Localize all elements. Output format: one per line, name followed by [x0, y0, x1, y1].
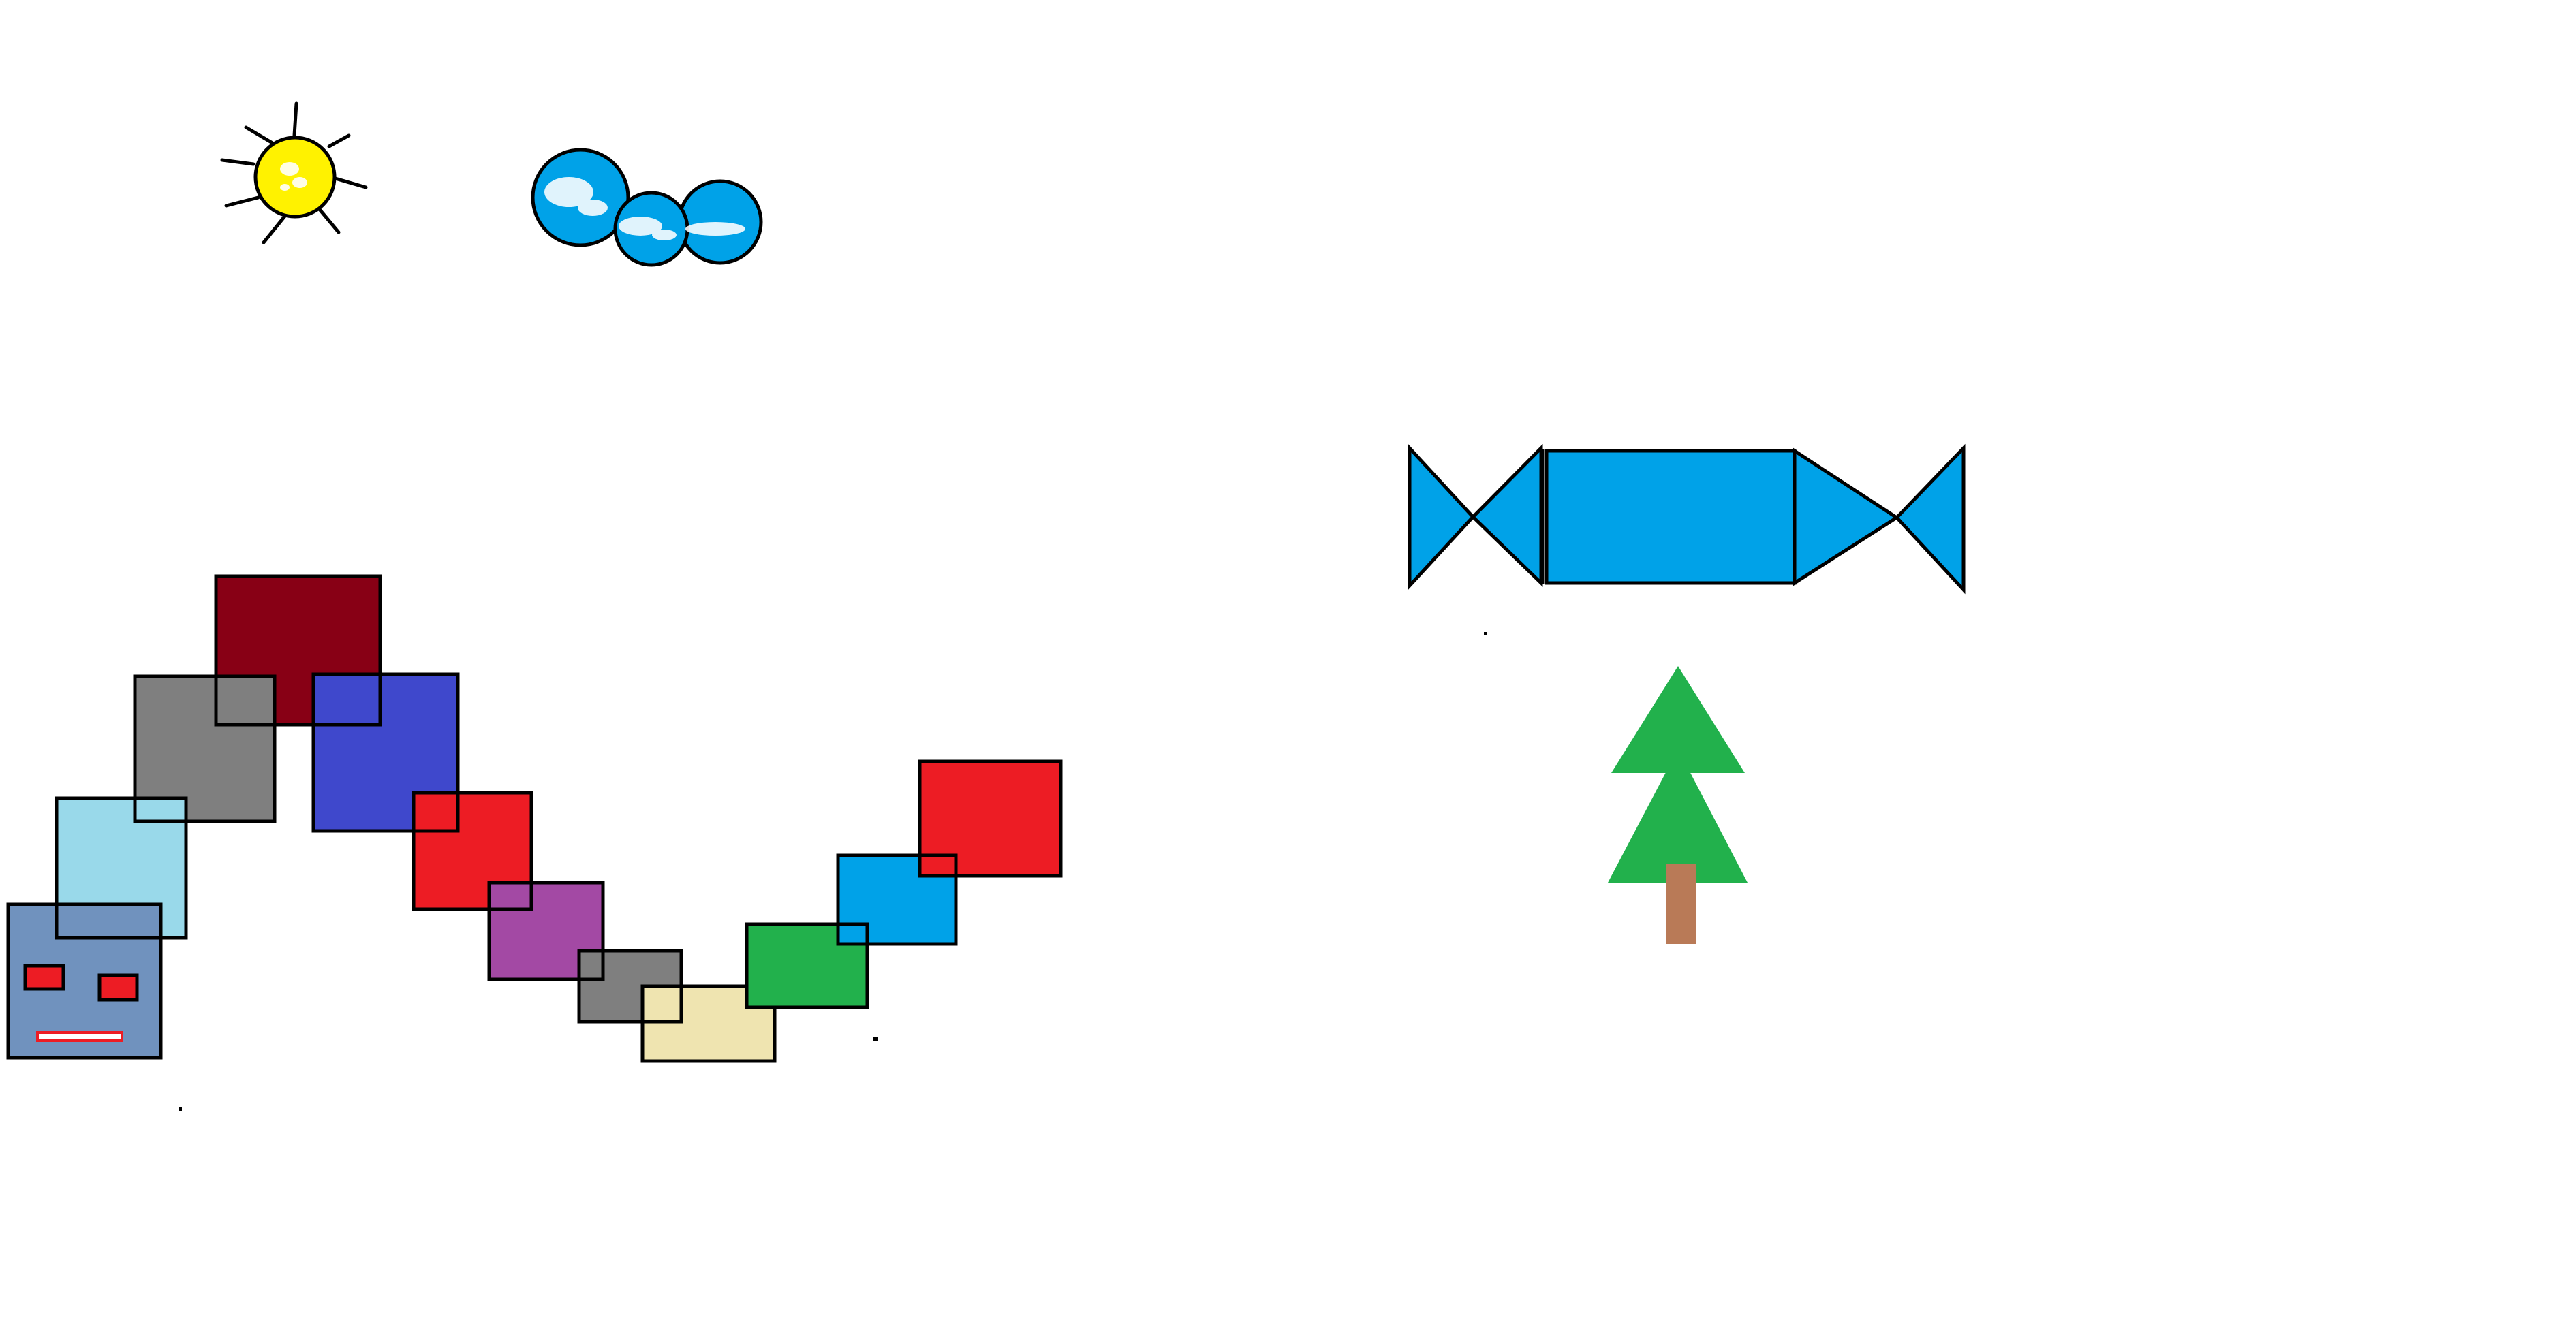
stray-dot: [873, 1037, 878, 1041]
sun-ray: [244, 125, 275, 145]
tree-trunk-top: [1666, 864, 1696, 883]
caterpillar-segment-red-2: [918, 759, 1063, 878]
sun-ray: [333, 176, 368, 189]
candy-icon: [1408, 443, 1966, 595]
candy-wrapper-right-outer: [1894, 443, 1966, 595]
cloud-puff-right: [677, 179, 763, 265]
tree-foliage-lower: [1608, 749, 1748, 883]
sun-ray: [327, 133, 351, 148]
caterpillar: [6, 574, 1063, 1063]
sun-ray: [224, 195, 260, 208]
sun-ray: [262, 212, 288, 244]
sun-ray: [316, 206, 341, 234]
caterpillar-head: [6, 796, 188, 1060]
tree-icon: [1608, 666, 1748, 944]
stray-dot: [1484, 632, 1487, 635]
sun-ray: [292, 101, 298, 138]
stray-dot: [179, 1107, 182, 1111]
candy-body: [1545, 449, 1797, 585]
cloud-icon: [531, 148, 763, 267]
caterpillar-outline-light-blue: [55, 796, 188, 940]
sun-disc: [253, 136, 337, 219]
caterpillar-eye-left: [23, 964, 65, 991]
caterpillar-eye-right: [97, 973, 139, 1002]
sun-rays: [220, 101, 368, 244]
sun-highlight: [280, 162, 307, 191]
sun-ray: [220, 158, 255, 166]
caterpillar-mouth: [36, 1031, 123, 1042]
cloud-highlights: [544, 177, 745, 240]
tree-foliage-upper: [1611, 666, 1745, 773]
candy-wrapper-left-outer: [1408, 443, 1476, 590]
stray-dots: [179, 632, 1487, 1111]
caterpillar-overlap-outlines: [133, 574, 958, 1024]
sun-icon: [220, 101, 368, 244]
candy-wrapper-right-inner: [1793, 447, 1900, 586]
